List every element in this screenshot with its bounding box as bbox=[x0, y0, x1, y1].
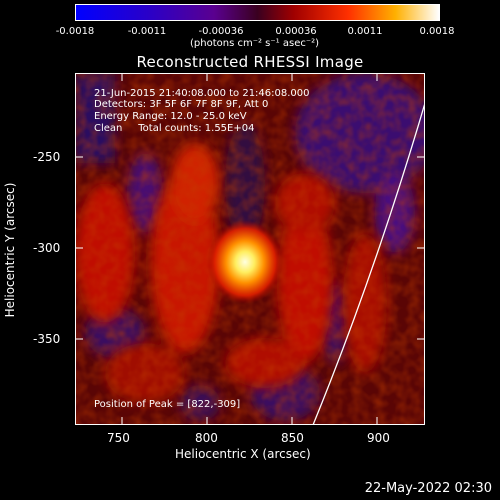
peak-position: Position of Peak = [822,-309] bbox=[94, 399, 241, 410]
y-axis-ticks bbox=[75, 156, 425, 340]
detectors: Detectors: 3F 5F 6F 7F 8F 9F, Att 0 bbox=[94, 99, 269, 110]
colorbar-tick-label: 0.0018 bbox=[419, 26, 455, 37]
x-axis-ticks bbox=[121, 73, 378, 425]
energy-range: Energy Range: 12.0 - 25.0 keV bbox=[94, 111, 247, 122]
x-tick-label: 800 bbox=[195, 431, 218, 445]
clean-total-counts: Clean Total counts: 1.55E+04 bbox=[94, 123, 255, 134]
colorbar-tick-label: -0.0011 bbox=[127, 26, 167, 37]
y-axis-label: Heliocentric Y (arcsec) bbox=[3, 182, 17, 318]
colorbar-tick-label: 0.00036 bbox=[275, 26, 317, 37]
colorbar bbox=[75, 4, 440, 21]
x-tick-label: 850 bbox=[281, 431, 304, 445]
flare-source bbox=[207, 220, 283, 304]
solar-limb bbox=[312, 102, 425, 425]
x-axis-label: Heliocentric X (arcsec) bbox=[175, 447, 311, 461]
colorbar-units: (photons cm⁻² s⁻¹ asec⁻²) bbox=[190, 38, 320, 49]
x-tick-label: 900 bbox=[367, 431, 390, 445]
colorbar-tick-label: -0.00036 bbox=[198, 26, 244, 37]
y-tick-label: -250 bbox=[33, 150, 61, 164]
timestamp: 22-May-2022 02:30 bbox=[364, 481, 492, 496]
x-tick-label: 750 bbox=[107, 431, 130, 445]
image-title: Reconstructed RHESSI Image bbox=[136, 53, 364, 71]
rhessi-image bbox=[75, 73, 425, 425]
y-tick-label: -350 bbox=[33, 332, 61, 346]
plot-frame-border bbox=[75, 73, 425, 425]
y-tick-label: -300 bbox=[33, 241, 61, 255]
colorbar-tick-label: 0.0011 bbox=[347, 26, 383, 37]
colorbar-tick-label: -0.0018 bbox=[55, 26, 95, 37]
time-range: 21-Jun-2015 21:40:08.000 to 21:46:08.000 bbox=[94, 88, 310, 99]
